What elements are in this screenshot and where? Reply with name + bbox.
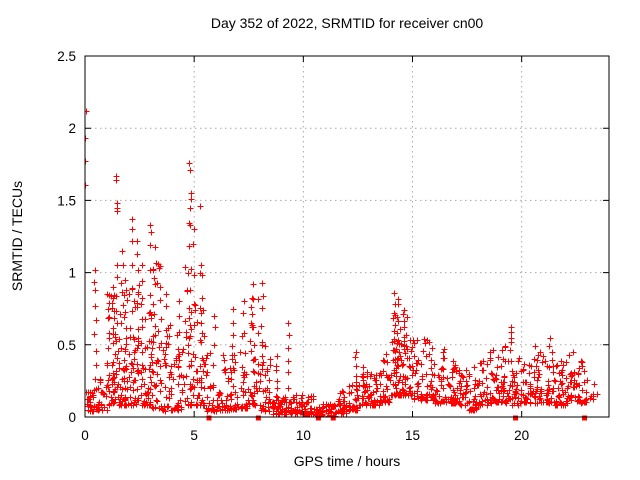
zero-value-point [255,415,261,421]
y-axis-label: SRMTID / TECUs [9,181,25,291]
grid-lines [85,56,609,417]
x-tick-label: 20 [514,428,529,443]
x-tick-label: 5 [190,428,198,443]
x-axis-label: GPS time / hours [294,453,401,469]
y-tick-label: 1.5 [57,193,76,208]
plot-area-border [84,55,610,418]
y-tick-label: 0.5 [57,338,76,353]
y-tick-label: 0 [68,410,76,425]
axis-ticks [84,55,609,418]
zero-value-point [513,415,519,421]
x-tick-label: 0 [81,428,89,443]
chart-title: Day 352 of 2022, SRMTID for receiver cn0… [211,15,484,31]
zero-value-point [330,415,336,421]
zero-value-point [582,415,588,421]
y-tick-label: 2 [68,121,76,136]
x-tick-label: 10 [296,428,311,443]
scatter-points [85,108,601,417]
y-tick-label: 1 [68,266,76,281]
zero-value-point [315,415,321,421]
axis-tick-labels: 0 5 10 15 20 0 0.5 1 1.5 2 2.5 [57,49,529,443]
x-tick-label: 15 [405,428,420,443]
zero-value-markers [206,415,588,421]
y-tick-label: 2.5 [57,49,76,64]
zero-value-point [206,415,212,421]
